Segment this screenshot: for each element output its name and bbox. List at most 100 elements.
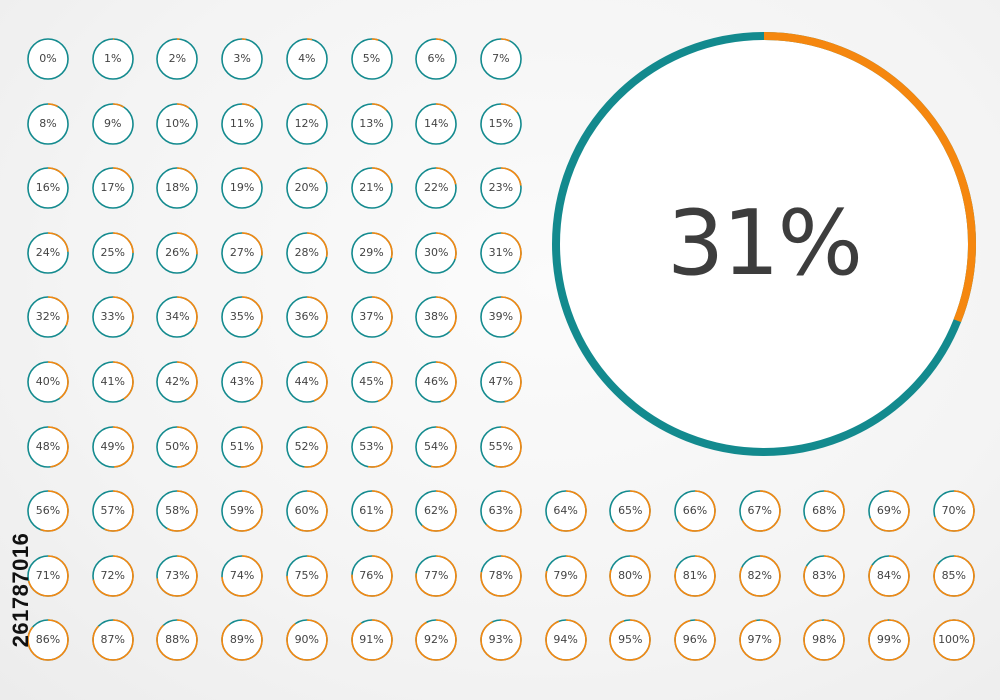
gauge: 86% <box>26 618 70 662</box>
gauge-ring <box>609 490 652 532</box>
gauge: 28% <box>285 231 329 275</box>
gauge-label: 60% <box>294 504 320 518</box>
gauge: 50% <box>155 425 199 469</box>
gauge-progress <box>156 296 199 339</box>
gauge-label: 99% <box>876 633 902 647</box>
gauge: 34% <box>155 295 199 339</box>
gauge: 85% <box>932 554 976 598</box>
gauge-progress <box>803 490 846 532</box>
gauge-ring <box>932 490 975 532</box>
gauge-progress <box>350 425 393 468</box>
gauge-progress <box>350 102 393 145</box>
gauge-ring <box>674 619 716 662</box>
featured-gauge-ring <box>552 32 976 456</box>
gauge-progress <box>156 361 199 403</box>
gauge-label: 42% <box>165 375 190 388</box>
gauge-label: 67% <box>747 504 772 518</box>
gauge-ring <box>609 554 652 597</box>
gauge-progress <box>544 490 587 532</box>
gauge-progress <box>91 167 134 209</box>
gauge-ring <box>415 361 457 403</box>
gauge-progress <box>350 167 393 209</box>
gauge: 29% <box>350 231 394 275</box>
gauge-ring <box>415 296 457 339</box>
gauge-ring <box>91 296 134 339</box>
gauge-ring <box>156 361 199 403</box>
gauge-ring <box>350 490 393 532</box>
gauge: 97% <box>738 618 782 662</box>
gauge-label: 34% <box>165 310 190 324</box>
gauge-label: 79% <box>553 568 578 582</box>
gauge: 6% <box>414 37 458 81</box>
gauge-ring <box>221 102 263 145</box>
gauge-progress <box>91 38 134 80</box>
gauge-ring <box>156 38 199 80</box>
gauge-progress <box>221 38 263 80</box>
gauge: 37% <box>350 295 394 339</box>
gauge: 66% <box>673 489 717 533</box>
gauge-progress <box>221 425 263 468</box>
gauge-ring <box>285 425 328 468</box>
gauge: 14% <box>414 102 458 146</box>
gauge-progress <box>544 554 587 597</box>
gauge: 19% <box>220 166 264 210</box>
gauge-progress <box>27 425 69 468</box>
gauge-ring <box>932 619 975 662</box>
gauge-progress <box>415 490 457 532</box>
gauge-progress <box>91 296 134 339</box>
gauge-ring <box>415 490 457 532</box>
gauge-ring <box>480 296 522 339</box>
gauge-ring <box>27 167 69 209</box>
gauge-label: 80% <box>618 568 643 582</box>
gauge-progress <box>221 296 263 339</box>
gauge-progress <box>480 619 522 662</box>
gauge-ring <box>221 296 263 339</box>
gauge-label: 76% <box>359 568 384 582</box>
gauge-label: 39% <box>488 310 514 324</box>
gauge-label: 11% <box>229 116 255 130</box>
gauge: 39% <box>479 295 523 339</box>
gauge-ring <box>350 167 393 209</box>
gauge-label: 8% <box>39 116 57 130</box>
gauge: 96% <box>673 618 717 662</box>
gauge-label: 84% <box>876 568 902 582</box>
gauge-ring <box>415 619 457 662</box>
gauge-progress <box>285 490 328 532</box>
gauge-ring <box>27 361 69 403</box>
gauge-progress <box>415 38 457 80</box>
gauge-progress <box>350 231 393 274</box>
gauge: 58% <box>155 489 199 533</box>
gauge-ring <box>91 361 134 403</box>
gauge-progress <box>285 361 328 403</box>
gauge-ring <box>480 102 522 145</box>
gauge: 75% <box>285 554 329 598</box>
gauge-ring <box>415 554 457 597</box>
gauge-label: 75% <box>294 568 320 582</box>
gauge-ring <box>221 231 263 274</box>
gauge-label: 56% <box>35 504 61 518</box>
gauge-progress <box>156 619 199 662</box>
gauge: 47% <box>479 360 523 404</box>
gauge: 5% <box>350 37 394 81</box>
gauge-ring <box>480 167 522 209</box>
gauge-progress <box>156 167 199 209</box>
gauge: 79% <box>544 554 588 598</box>
gauge-progress <box>480 361 522 403</box>
gauge-label: 49% <box>100 439 125 453</box>
gauge-label: 6% <box>427 52 445 65</box>
gauge-label: 47% <box>488 375 514 388</box>
gauge-label: 100% <box>938 633 970 647</box>
gauge: 95% <box>608 618 652 662</box>
gauge-label: 85% <box>941 568 967 582</box>
gauge-label: 61% <box>359 504 384 518</box>
gauge-ring <box>350 425 393 468</box>
gauge-progress <box>221 102 263 145</box>
gauge-progress <box>27 296 69 339</box>
gauge-label: 48% <box>35 439 61 453</box>
gauge-ring <box>544 490 587 532</box>
gauge-label: 88% <box>165 633 190 647</box>
gauge-label: 83% <box>812 568 837 582</box>
gauge: 71% <box>26 554 70 598</box>
gauge-label: 66% <box>682 504 708 518</box>
gauge-ring <box>350 231 393 274</box>
